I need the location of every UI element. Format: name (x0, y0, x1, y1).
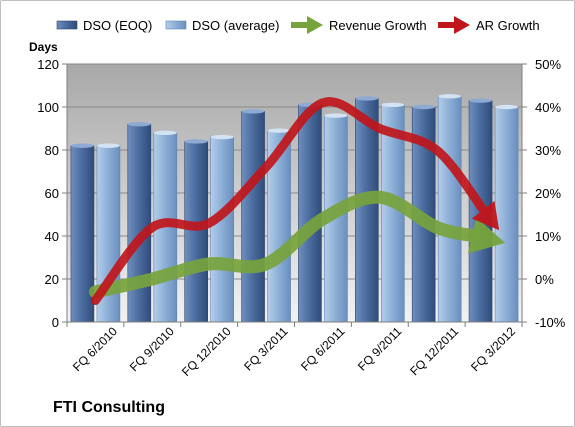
y-left-tick-label: 0 (52, 315, 59, 330)
bar-cap (355, 96, 379, 101)
y-left-tick-label: 80 (45, 143, 59, 158)
y-right-tick-label: 50% (535, 57, 561, 72)
y-left-axis-title: Days (29, 40, 58, 54)
y-right-tick-label: 40% (535, 100, 561, 115)
y-left-tick-label: 100 (37, 100, 59, 115)
x-tick-label: FQ 12/2011 (407, 324, 461, 378)
x-tick-label: FQ 6/2011 (298, 324, 348, 374)
y-right-tick-label: 10% (535, 229, 561, 244)
x-tick-label: FQ 12/2010 (179, 324, 234, 379)
y-left-tick-label: 120 (37, 57, 59, 72)
legend-swatch-arrow (454, 16, 470, 34)
bar-cap (438, 94, 462, 99)
bar-cap (96, 143, 120, 148)
y-left-tick-label: 40 (45, 229, 59, 244)
bar-cap (495, 104, 519, 110)
legend-label: AR Growth (476, 18, 540, 33)
y-right-tick-label: 20% (535, 186, 561, 201)
bar-cap (70, 143, 94, 148)
bar-cap (412, 104, 436, 110)
y-right-tick-label: 30% (535, 143, 561, 158)
bar-cap (153, 130, 177, 135)
x-tick-label: FQ 3/2012 (468, 324, 518, 374)
y-right-tick-label: 0% (535, 272, 554, 287)
bar-dso-eoq (241, 111, 265, 323)
bar-dso-average (210, 136, 234, 323)
bar-dso-average (437, 95, 462, 323)
bar-cap (210, 134, 234, 140)
bar-cap (324, 113, 348, 118)
y-left-tick-label: 20 (45, 272, 59, 287)
ar-growth-line (90, 97, 489, 305)
bar-dso-eoq (184, 141, 208, 323)
bar-dso-eoq (355, 98, 379, 323)
legend-label: DSO (average) (192, 18, 279, 33)
company-name: FTI Consulting (53, 399, 165, 416)
ar-growth-arrowhead (471, 200, 500, 231)
x-tick-label: FQ 9/2010 (127, 324, 177, 374)
legend-swatch-arrow (307, 16, 323, 34)
bar-dso-eoq (127, 123, 152, 323)
legend-swatch (165, 20, 187, 30)
bar-cap (381, 102, 405, 108)
bar-cap (469, 98, 493, 103)
bar-cap (127, 122, 151, 127)
y-left-tick-label: 60 (45, 186, 59, 201)
legend-label: DSO (EOQ) (83, 18, 152, 33)
legend-label: Revenue Growth (329, 18, 427, 33)
legend-swatch (56, 20, 78, 30)
bar-cap (184, 139, 208, 144)
revenue-growth-line (88, 190, 481, 299)
x-tick-label: FQ 3/2011 (241, 324, 291, 374)
revenue-growth-arrowhead (467, 217, 506, 254)
x-tick-label: FQ 9/2011 (355, 324, 405, 374)
bar-dso-average (494, 106, 519, 323)
y-right-tick-label: -10% (535, 315, 566, 330)
x-tick-label: FQ 6/2010 (70, 324, 120, 374)
bar-cap (267, 128, 291, 133)
bar-dso-eoq (298, 104, 322, 323)
bar-cap (241, 109, 265, 114)
